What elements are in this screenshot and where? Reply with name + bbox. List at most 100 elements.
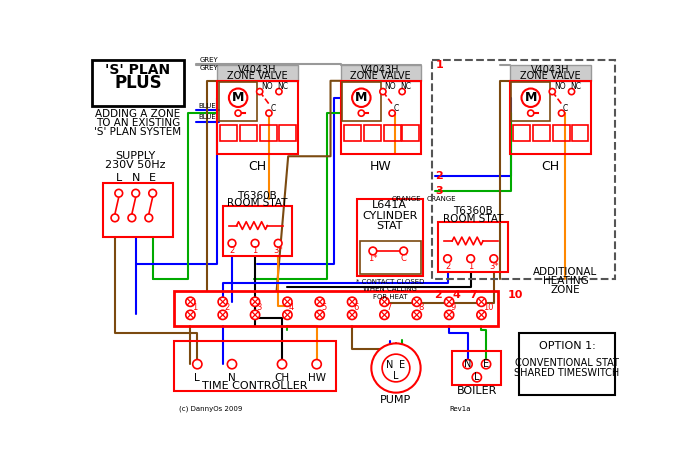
Bar	[342, 82, 381, 121]
Text: E: E	[149, 173, 156, 183]
Circle shape	[111, 214, 119, 222]
Bar	[359, 241, 421, 274]
Circle shape	[528, 110, 534, 116]
Text: ORANGE: ORANGE	[427, 196, 456, 202]
Circle shape	[380, 88, 386, 95]
Circle shape	[358, 110, 364, 116]
Circle shape	[412, 297, 422, 307]
Text: 10: 10	[508, 290, 523, 300]
Circle shape	[283, 297, 292, 307]
Circle shape	[250, 297, 259, 307]
Text: 3: 3	[257, 303, 262, 313]
Text: 5: 5	[322, 303, 326, 313]
Text: SHARED TIMESWITCH: SHARED TIMESWITCH	[514, 368, 620, 379]
Circle shape	[477, 297, 486, 307]
Bar	[510, 66, 591, 81]
Text: E: E	[483, 359, 489, 369]
Circle shape	[315, 310, 324, 320]
Circle shape	[228, 240, 236, 247]
Circle shape	[444, 255, 451, 263]
Text: C: C	[270, 104, 275, 113]
Circle shape	[218, 297, 227, 307]
Text: T6360B: T6360B	[237, 190, 277, 200]
Text: L641A: L641A	[373, 200, 407, 210]
Circle shape	[149, 190, 157, 197]
Circle shape	[193, 359, 202, 369]
Text: * CONTACT CLOSED: * CONTACT CLOSED	[355, 279, 424, 285]
Bar	[341, 81, 422, 154]
Text: 4: 4	[289, 303, 294, 313]
Text: NC: NC	[277, 82, 288, 91]
Text: OPTION 1:: OPTION 1:	[538, 341, 595, 351]
Circle shape	[229, 88, 248, 107]
Text: CH: CH	[248, 160, 266, 173]
Text: ZONE: ZONE	[551, 285, 580, 295]
Circle shape	[186, 297, 195, 307]
Bar	[217, 66, 298, 81]
Circle shape	[132, 190, 139, 197]
Text: 1: 1	[435, 60, 443, 70]
Text: CONVENTIONAL STAT: CONVENTIONAL STAT	[515, 358, 619, 368]
Text: FOR HEAT: FOR HEAT	[373, 294, 407, 300]
Text: 2: 2	[445, 262, 450, 271]
Text: GREY: GREY	[199, 57, 218, 63]
Text: 'S' PLAN SYSTEM: 'S' PLAN SYSTEM	[95, 127, 181, 138]
Circle shape	[569, 88, 575, 95]
Circle shape	[389, 110, 395, 116]
Bar	[260, 125, 277, 141]
Text: L: L	[195, 373, 200, 383]
Text: 8: 8	[418, 303, 424, 313]
Text: ORANGE: ORANGE	[392, 196, 422, 202]
Circle shape	[266, 110, 272, 116]
Text: V4043H: V4043H	[362, 65, 400, 75]
Text: 1: 1	[468, 262, 473, 271]
Text: 10: 10	[483, 303, 493, 313]
Text: ROOM STAT: ROOM STAT	[443, 213, 503, 224]
Bar	[104, 183, 172, 237]
Circle shape	[558, 110, 564, 116]
Text: NO: NO	[554, 82, 565, 91]
Bar	[219, 82, 257, 121]
Text: GREY: GREY	[199, 65, 218, 71]
Circle shape	[369, 247, 377, 255]
Circle shape	[467, 255, 475, 263]
Text: NC: NC	[570, 82, 581, 91]
Text: N: N	[228, 373, 236, 383]
Text: 7: 7	[386, 303, 391, 313]
Text: L: L	[474, 372, 480, 382]
Text: 9: 9	[451, 303, 456, 313]
Bar	[519, 333, 615, 395]
Text: ZONE VALVE: ZONE VALVE	[351, 71, 411, 81]
Circle shape	[371, 344, 421, 393]
Text: E: E	[399, 360, 405, 370]
Bar	[513, 125, 530, 141]
Circle shape	[380, 310, 389, 320]
Text: 1: 1	[253, 247, 257, 256]
Circle shape	[315, 297, 324, 307]
Bar	[553, 125, 570, 141]
Circle shape	[283, 310, 292, 320]
Text: BOILER: BOILER	[457, 386, 497, 396]
Bar	[344, 125, 361, 141]
Text: L: L	[116, 173, 122, 183]
Circle shape	[399, 88, 405, 95]
Bar	[384, 125, 401, 141]
Bar	[452, 351, 502, 385]
Text: HW: HW	[370, 160, 391, 173]
Text: 1: 1	[192, 303, 197, 313]
Bar	[571, 125, 589, 141]
Circle shape	[472, 373, 482, 382]
Text: 3*: 3*	[273, 247, 283, 256]
Circle shape	[348, 310, 357, 320]
Circle shape	[482, 359, 491, 369]
Bar	[279, 125, 296, 141]
Bar	[533, 125, 550, 141]
Text: (c) DannyOs 2009: (c) DannyOs 2009	[179, 405, 242, 412]
Bar	[510, 81, 591, 154]
Circle shape	[277, 359, 286, 369]
Text: PUMP: PUMP	[380, 395, 412, 405]
Text: Rev1a: Rev1a	[450, 406, 471, 412]
Circle shape	[380, 297, 389, 307]
Circle shape	[382, 354, 410, 382]
Text: N: N	[132, 173, 140, 183]
